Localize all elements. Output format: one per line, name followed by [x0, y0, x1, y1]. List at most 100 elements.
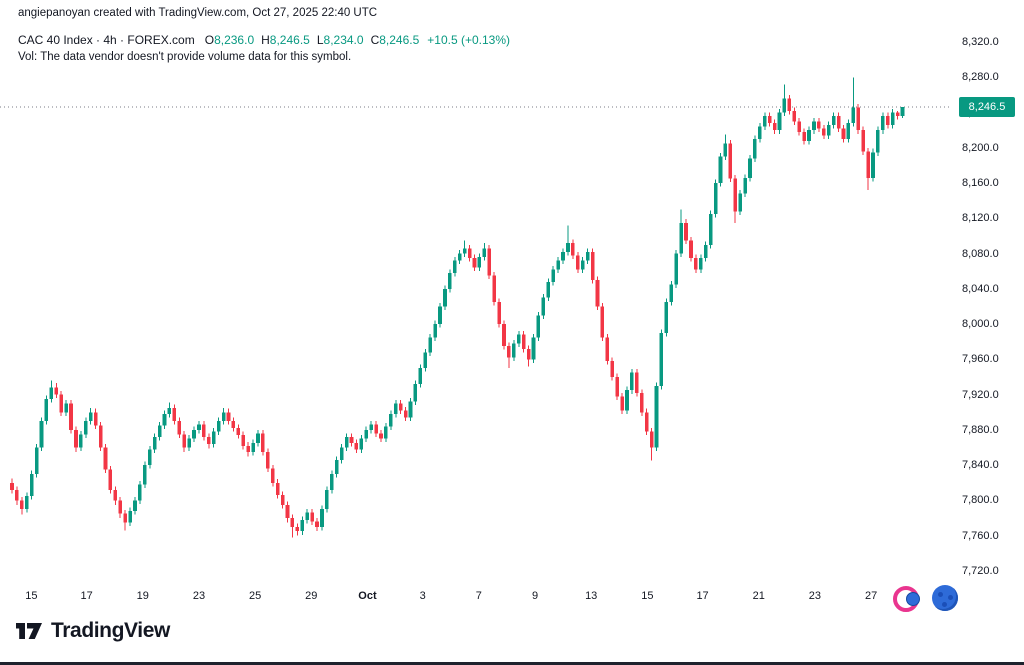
- candle: [266, 448, 270, 473]
- candle: [708, 210, 713, 249]
- candle: [585, 248, 590, 265]
- candle: [743, 174, 747, 198]
- price-axis[interactable]: 8,320.08,280.08,240.08,200.08,160.08,120…: [952, 0, 1024, 610]
- candle: [221, 407, 226, 425]
- sticker-dots-icon: [938, 592, 943, 597]
- candlestick-chart[interactable]: [0, 28, 952, 585]
- candle: [822, 124, 826, 140]
- candle: [448, 269, 452, 293]
- candle: [812, 117, 816, 134]
- candle: [236, 424, 241, 439]
- candle: [620, 392, 624, 415]
- candle: [330, 470, 334, 494]
- legend-volume-message: Vol: The data vendor doesn't provide vol…: [18, 51, 510, 63]
- candle: [605, 333, 610, 365]
- candle: [556, 257, 560, 274]
- time-axis-label: 19: [136, 590, 149, 602]
- candle: [10, 478, 14, 494]
- time-axis-label: Oct: [358, 590, 377, 602]
- candle: [226, 408, 231, 425]
- tradingview-logo[interactable]: TradingView: [14, 618, 170, 644]
- price-axis-label: 7,960.0: [962, 353, 999, 366]
- emoji-sticker-blue-disc[interactable]: [932, 585, 958, 611]
- candle: [98, 421, 103, 452]
- candle: [728, 139, 733, 183]
- candle: [635, 369, 639, 397]
- candle: [211, 428, 216, 448]
- candle: [49, 380, 54, 403]
- candle: [251, 439, 255, 456]
- time-axis-label: 13: [585, 590, 598, 602]
- candle: [320, 505, 324, 531]
- candle: [580, 257, 585, 274]
- candle: [846, 119, 851, 143]
- candle: [123, 510, 127, 531]
- price-axis-label: 8,320.0: [962, 36, 999, 49]
- candle: [531, 333, 536, 363]
- candle: [261, 429, 265, 456]
- candle: [900, 106, 905, 118]
- candle: [541, 294, 546, 319]
- price-axis-label: 8,200.0: [962, 141, 999, 154]
- candle: [895, 110, 900, 120]
- candle: [39, 417, 44, 452]
- candle: [202, 421, 206, 441]
- candle: [644, 408, 649, 436]
- candle: [433, 320, 437, 341]
- candle: [349, 433, 354, 447]
- symbol-title[interactable]: CAC 40 Index · 4h · FOREX.com: [18, 33, 195, 47]
- candle: [753, 135, 757, 162]
- candle: [118, 496, 123, 519]
- candle: [861, 126, 865, 155]
- time-axis-label: 7: [475, 590, 482, 602]
- candle: [625, 386, 629, 415]
- candle: [453, 257, 457, 277]
- candle: [551, 265, 555, 286]
- candle: [207, 433, 211, 449]
- candle: [856, 103, 861, 134]
- time-axis-label: 15: [25, 590, 38, 602]
- candle: [192, 426, 196, 443]
- legend-close: C8,246.5: [370, 33, 420, 47]
- candle: [310, 509, 314, 526]
- candle: [713, 179, 718, 218]
- candle: [802, 128, 806, 145]
- time-axis-label: 23: [192, 590, 206, 602]
- candle: [787, 94, 792, 115]
- candle: [20, 496, 24, 515]
- time-axis-label: 17: [80, 590, 93, 602]
- candle: [782, 84, 787, 117]
- volume-text: The data vendor doesn't provide volume d…: [40, 51, 352, 63]
- emoji-sticker-pink-ring[interactable]: [892, 584, 920, 612]
- candle: [428, 333, 432, 356]
- candle: [718, 153, 723, 187]
- candle: [128, 507, 132, 526]
- candle: [315, 518, 319, 532]
- time-axis-label: 25: [249, 590, 262, 602]
- candle: [354, 439, 359, 453]
- candle: [88, 407, 93, 425]
- candle: [384, 422, 388, 443]
- candle: [108, 466, 113, 494]
- candle: [610, 357, 615, 381]
- candle: [684, 219, 688, 244]
- candle: [344, 433, 349, 452]
- candle: [182, 430, 186, 452]
- candle: [280, 491, 285, 509]
- candle: [246, 442, 250, 457]
- candle: [566, 225, 570, 256]
- time-axis[interactable]: 151719232529Oct37913151721232729: [0, 585, 952, 611]
- candle: [167, 402, 172, 418]
- candle: [231, 417, 236, 432]
- chart-plot-area[interactable]: CAC 40 Index · 4h · FOREX.com O8,236.0 H8,…: [0, 28, 958, 612]
- legend-line-ohlc: CAC 40 Index · 4h · FOREX.com O8,236.0 H8,…: [18, 33, 510, 47]
- candle: [467, 244, 472, 262]
- price-axis-label: 8,120.0: [962, 212, 999, 225]
- candle: [29, 470, 34, 500]
- candle: [44, 395, 49, 425]
- candle: [408, 398, 413, 422]
- legend-change: +10.5 (+0.13%): [427, 33, 511, 47]
- candle: [502, 320, 506, 350]
- price-axis-label: 7,720.0: [962, 564, 999, 577]
- candle: [275, 479, 280, 499]
